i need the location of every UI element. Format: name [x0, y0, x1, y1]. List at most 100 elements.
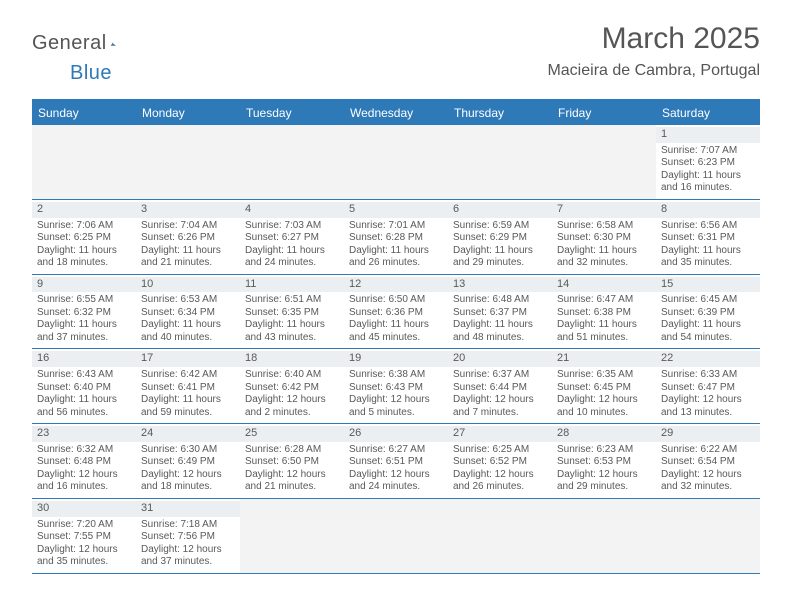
day-cell: 20 Sunrise: 6:37 AMSunset: 6:44 PMDayligh… — [448, 349, 552, 423]
daylight-text: Daylight: 12 hours and 21 minutes. — [245, 469, 339, 494]
daylight-text: Daylight: 12 hours and 2 minutes. — [245, 394, 339, 419]
sunset-text: Sunset: 6:43 PM — [349, 382, 443, 395]
daylight-text: Daylight: 12 hours and 35 minutes. — [37, 544, 131, 569]
sunset-text: Sunset: 6:37 PM — [453, 307, 547, 320]
empty-day-cell — [552, 499, 656, 573]
sunrise-text: Sunrise: 7:18 AM — [141, 519, 235, 532]
sunrise-text: Sunrise: 6:33 AM — [661, 369, 755, 382]
day-number: 17 — [136, 351, 240, 367]
day-number: 18 — [240, 351, 344, 367]
daylight-text: Daylight: 11 hours and 37 minutes. — [37, 319, 131, 344]
day-number: 8 — [656, 202, 760, 218]
day-number: 27 — [448, 426, 552, 442]
weekday-header: Sunday — [32, 101, 136, 125]
day-number: 24 — [136, 426, 240, 442]
location-label: Macieira de Cambra, Portugal — [547, 62, 760, 80]
empty-day-cell — [448, 499, 552, 573]
sunset-text: Sunset: 6:52 PM — [453, 456, 547, 469]
day-number: 11 — [240, 277, 344, 293]
sunrise-text: Sunrise: 6:37 AM — [453, 369, 547, 382]
day-cell: 16Sunrise: 6:43 AMSunset: 6:40 PMDayligh… — [32, 349, 136, 423]
daylight-text: Daylight: 12 hours and 24 minutes. — [349, 469, 443, 494]
sunset-text: Sunset: 6:36 PM — [349, 307, 443, 320]
sunset-text: Sunset: 6:51 PM — [349, 456, 443, 469]
day-number: 20 — [448, 351, 552, 367]
day-cell: 18Sunrise: 6:40 AMSunset: 6:42 PMDayligh… — [240, 349, 344, 423]
month-title: March 2025 — [547, 22, 760, 56]
day-cell: 14Sunrise: 6:47 AMSunset: 6:38 PMDayligh… — [552, 275, 656, 349]
week-row: 16Sunrise: 6:43 AMSunset: 6:40 PMDayligh… — [32, 349, 760, 424]
logo-text: General — [32, 32, 107, 55]
day-number: 26 — [344, 426, 448, 442]
weekday-header: Friday — [552, 101, 656, 125]
day-number: 4 — [240, 202, 344, 218]
weekday-header: Monday — [136, 101, 240, 125]
sunrise-text: Sunrise: 6:50 AM — [349, 294, 443, 307]
day-cell: 22Sunrise: 6:33 AMSunset: 6:47 PMDayligh… — [656, 349, 760, 423]
daylight-text: Daylight: 11 hours and 16 minutes. — [661, 170, 755, 195]
day-number: 31 — [136, 501, 240, 517]
sunrise-text: Sunrise: 6:51 AM — [245, 294, 339, 307]
day-number: 3 — [136, 202, 240, 218]
sunset-text: Sunset: 7:55 PM — [37, 531, 131, 544]
sunset-text: Sunset: 6:44 PM — [453, 382, 547, 395]
day-number: 22 — [656, 351, 760, 367]
sunrise-text: Sunrise: 7:04 AM — [141, 220, 235, 233]
weekday-header-row: SundayMondayTuesdayWednesdayThursdayFrid… — [32, 101, 760, 125]
daylight-text: Daylight: 12 hours and 10 minutes. — [557, 394, 651, 419]
daylight-text: Daylight: 12 hours and 26 minutes. — [453, 469, 547, 494]
sunset-text: Sunset: 6:50 PM — [245, 456, 339, 469]
sunrise-text: Sunrise: 6:48 AM — [453, 294, 547, 307]
day-cell: 1Sunrise: 7:07 AMSunset: 6:23 PMDaylight… — [656, 125, 760, 199]
daylight-text: Daylight: 11 hours and 48 minutes. — [453, 319, 547, 344]
day-cell: 8Sunrise: 6:56 AMSunset: 6:31 PMDaylight… — [656, 200, 760, 274]
sunrise-text: Sunrise: 6:42 AM — [141, 369, 235, 382]
day-number: 2 — [32, 202, 136, 218]
sunset-text: Sunset: 6:34 PM — [141, 307, 235, 320]
day-number: 9 — [32, 277, 136, 293]
sunrise-text: Sunrise: 7:03 AM — [245, 220, 339, 233]
day-cell: 13Sunrise: 6:48 AMSunset: 6:37 PMDayligh… — [448, 275, 552, 349]
sunrise-text: Sunrise: 6:30 AM — [141, 444, 235, 457]
day-cell: 19Sunrise: 6:38 AMSunset: 6:43 PMDayligh… — [344, 349, 448, 423]
empty-day-cell — [240, 499, 344, 573]
sunset-text: Sunset: 6:26 PM — [141, 232, 235, 245]
weekday-header: Wednesday — [344, 101, 448, 125]
day-number: 15 — [656, 277, 760, 293]
day-number: 16 — [32, 351, 136, 367]
daylight-text: Daylight: 12 hours and 37 minutes. — [141, 544, 235, 569]
empty-day-cell — [656, 499, 760, 573]
weekday-header: Thursday — [448, 101, 552, 125]
sunset-text: Sunset: 6:28 PM — [349, 232, 443, 245]
sunset-text: Sunset: 6:41 PM — [141, 382, 235, 395]
sunset-text: Sunset: 6:31 PM — [661, 232, 755, 245]
sunrise-text: Sunrise: 6:22 AM — [661, 444, 755, 457]
day-number: 25 — [240, 426, 344, 442]
day-number: 19 — [344, 351, 448, 367]
day-cell: 23Sunrise: 6:32 AMSunset: 6:48 PMDayligh… — [32, 424, 136, 498]
daylight-text: Daylight: 11 hours and 56 minutes. — [37, 394, 131, 419]
day-cell: 29Sunrise: 6:22 AMSunset: 6:54 PMDayligh… — [656, 424, 760, 498]
empty-day-cell — [448, 125, 552, 199]
sunset-text: Sunset: 6:45 PM — [557, 382, 651, 395]
sunrise-text: Sunrise: 6:53 AM — [141, 294, 235, 307]
empty-day-cell — [552, 125, 656, 199]
sunrise-text: Sunrise: 7:01 AM — [349, 220, 443, 233]
weekday-header: Tuesday — [240, 101, 344, 125]
sunset-text: Sunset: 6:38 PM — [557, 307, 651, 320]
daylight-text: Daylight: 12 hours and 29 minutes. — [557, 469, 651, 494]
day-cell: 26Sunrise: 6:27 AMSunset: 6:51 PMDayligh… — [344, 424, 448, 498]
daylight-text: Daylight: 12 hours and 7 minutes. — [453, 394, 547, 419]
day-number: 6 — [448, 202, 552, 218]
day-cell: 25Sunrise: 6:28 AMSunset: 6:50 PMDayligh… — [240, 424, 344, 498]
logo: General — [32, 32, 141, 55]
sunset-text: Sunset: 6:35 PM — [245, 307, 339, 320]
day-cell: 17Sunrise: 6:42 AMSunset: 6:41 PMDayligh… — [136, 349, 240, 423]
sunrise-text: Sunrise: 6:32 AM — [37, 444, 131, 457]
daylight-text: Daylight: 12 hours and 16 minutes. — [37, 469, 131, 494]
sunset-text: Sunset: 7:56 PM — [141, 531, 235, 544]
sunrise-text: Sunrise: 6:58 AM — [557, 220, 651, 233]
sunrise-text: Sunrise: 6:40 AM — [245, 369, 339, 382]
daylight-text: Daylight: 11 hours and 24 minutes. — [245, 245, 339, 270]
week-row: 2Sunrise: 7:06 AMSunset: 6:25 PMDaylight… — [32, 200, 760, 275]
